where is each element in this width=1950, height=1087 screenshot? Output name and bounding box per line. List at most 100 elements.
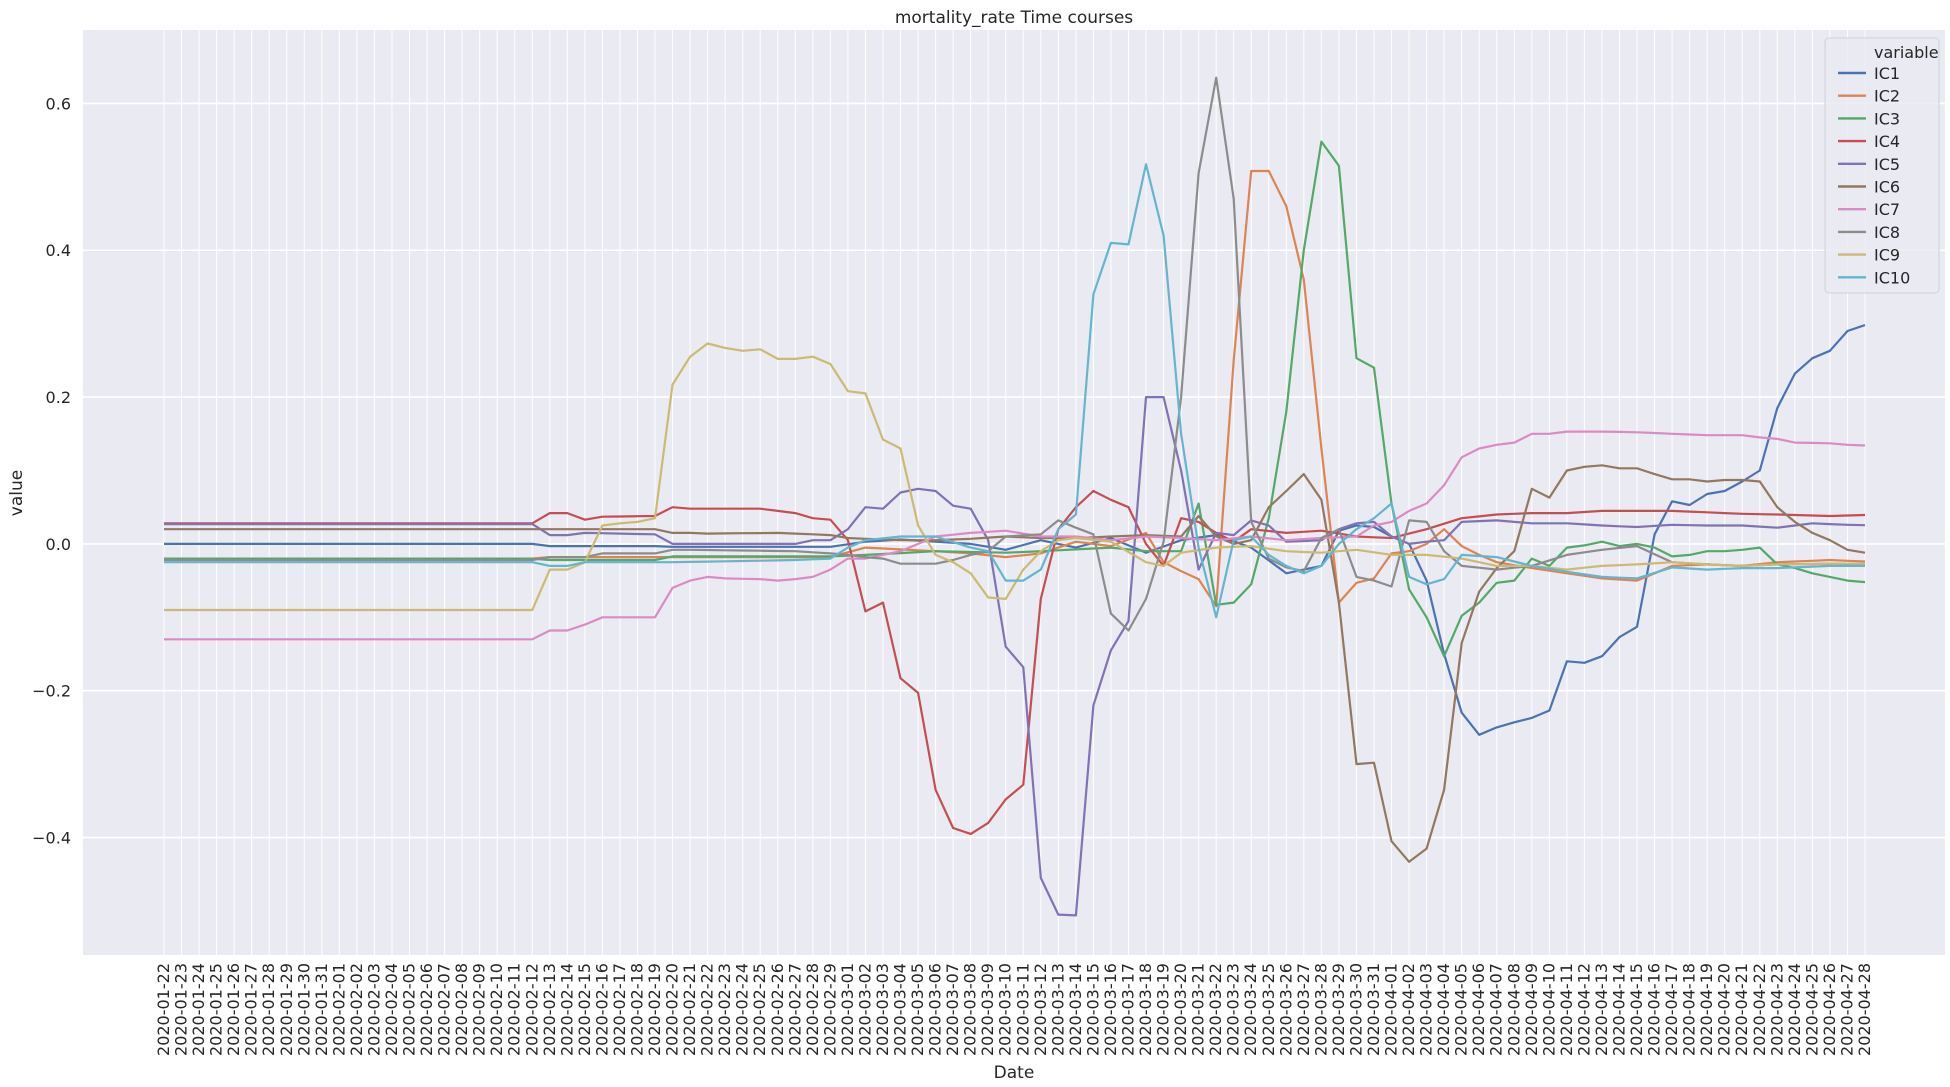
series-line-ic7	[164, 430, 1866, 641]
x-tick-label: 2020-04-09	[1522, 963, 1541, 1056]
x-tick-label: 2020-01-22	[154, 963, 173, 1056]
x-tick-label: 2020-01-29	[277, 963, 296, 1056]
legend-label: IC7	[1874, 200, 1900, 219]
x-tick-label: 2020-04-26	[1820, 963, 1839, 1056]
x-tick-label: 2020-02-25	[750, 963, 769, 1056]
x-tick-label: 2020-02-29	[820, 963, 839, 1056]
x-tick-label: 2020-02-16	[592, 963, 611, 1056]
x-tick-label: 2020-04-27	[1837, 963, 1856, 1056]
x-tick-label: 2020-01-28	[259, 963, 278, 1056]
x-tick-label: 2020-04-17	[1662, 963, 1681, 1056]
x-tick-label: 2020-03-21	[1189, 963, 1208, 1056]
series-line-ic1	[164, 324, 1866, 736]
x-tick-label: 2020-03-07	[943, 963, 962, 1056]
legend-item-ic5: IC5	[1838, 155, 1900, 174]
x-tick-label: 2020-03-27	[1294, 963, 1313, 1056]
y-tick-label: −0.4	[32, 829, 71, 848]
x-tick-label: 2020-04-13	[1592, 963, 1611, 1056]
x-tick-label: 2020-03-16	[1101, 963, 1120, 1056]
x-tick-label: 2020-02-14	[557, 963, 576, 1056]
x-tick-label: 2020-03-14	[1066, 963, 1085, 1056]
legend-label: IC6	[1874, 178, 1900, 197]
legend-label: IC8	[1874, 223, 1900, 242]
x-axis-title: Date	[994, 1063, 1035, 1083]
x-tick-label: 2020-03-08	[961, 963, 980, 1056]
x-tick-label: 2020-03-31	[1364, 963, 1383, 1056]
x-tick-label: 2020-04-23	[1767, 963, 1786, 1056]
legend-item-ic9: IC9	[1838, 246, 1900, 265]
series-line-ic8	[164, 76, 1866, 632]
x-tick-label: 2020-04-14	[1609, 963, 1628, 1056]
y-tick-label: 0.6	[46, 94, 71, 113]
x-tick-label: 2020-03-25	[1259, 963, 1278, 1056]
y-tick-label: 0.2	[46, 388, 71, 407]
legend-item-ic2: IC2	[1838, 87, 1900, 106]
x-tick-label: 2020-04-11	[1557, 963, 1576, 1056]
legend-label: IC1	[1874, 64, 1900, 83]
x-tick-label: 2020-03-05	[908, 963, 927, 1056]
x-tick-label: 2020-02-01	[329, 963, 348, 1056]
x-tick-label: 2020-02-05	[400, 963, 419, 1056]
legend-label: IC5	[1874, 155, 1900, 174]
x-tick-label: 2020-02-23	[715, 963, 734, 1056]
x-tick-label: 2020-02-07	[435, 963, 454, 1056]
series-line-ic10	[164, 163, 1865, 619]
x-tick-label: 2020-04-05	[1452, 963, 1471, 1056]
x-tick-label: 2020-03-17	[1118, 963, 1137, 1056]
x-tick-label: 2020-04-21	[1732, 963, 1751, 1056]
x-tick-label: 2020-01-24	[189, 963, 208, 1056]
series-line-ic3	[164, 140, 1866, 658]
x-tick-label: 2020-04-08	[1504, 963, 1523, 1056]
x-tick-label: 2020-03-12	[1031, 963, 1050, 1056]
x-tick-label: 2020-04-18	[1680, 963, 1699, 1056]
x-tick-label: 2020-03-04	[891, 963, 910, 1056]
x-tick-label: 2020-02-08	[452, 963, 471, 1056]
y-tick-label: 0.0	[46, 535, 71, 554]
x-tick-label: 2020-02-02	[347, 963, 366, 1056]
x-tick-label: 2020-04-01	[1382, 963, 1401, 1056]
y-tick-label: −0.2	[32, 682, 71, 701]
x-tick-label: 2020-01-25	[207, 963, 226, 1056]
x-tick-label: 2020-02-04	[382, 963, 401, 1056]
series-line-ic5	[164, 396, 1866, 917]
x-tick-label: 2020-04-02	[1399, 963, 1418, 1056]
series-lines	[164, 76, 1866, 917]
legend-title: variable	[1874, 43, 1939, 62]
x-tick-label: 2020-02-22	[698, 963, 717, 1056]
legend-label: IC9	[1874, 246, 1900, 265]
x-tick-label: 2020-03-29	[1329, 963, 1348, 1056]
legend-item-ic8: IC8	[1838, 223, 1900, 242]
x-tick-label: 2020-03-19	[1154, 963, 1173, 1056]
x-tick-label: 2020-03-10	[996, 963, 1015, 1056]
x-tick-label: 2020-03-03	[873, 963, 892, 1056]
x-tick-label: 2020-03-13	[1048, 963, 1067, 1056]
x-tick-label: 2020-04-15	[1627, 963, 1646, 1056]
x-tick-label: 2020-03-02	[855, 963, 874, 1056]
x-tick-label: 2020-04-04	[1434, 963, 1453, 1056]
legend-item-ic10: IC10	[1838, 268, 1910, 287]
x-tick-label: 2020-03-20	[1171, 963, 1190, 1056]
x-tick-label: 2020-03-06	[926, 963, 945, 1056]
x-tick-label: 2020-02-24	[733, 963, 752, 1056]
x-tick-label: 2020-04-22	[1750, 963, 1769, 1056]
legend-item-ic3: IC3	[1838, 109, 1900, 128]
x-tick-label: 2020-03-26	[1276, 963, 1295, 1056]
x-tick-label: 2020-03-18	[1136, 963, 1155, 1056]
x-tick-label: 2020-03-22	[1206, 963, 1225, 1056]
x-tick-label: 2020-02-20	[663, 963, 682, 1056]
legend: variable IC1 IC2 IC3 IC4 IC5 IC6 IC7 IC8 IC9 IC10	[1824, 37, 1940, 294]
x-tick-label: 2020-04-12	[1574, 963, 1593, 1056]
x-tick-label: 2020-02-11	[505, 963, 524, 1056]
x-tick-label: 2020-04-24	[1785, 963, 1804, 1056]
x-tick-label: 2020-02-28	[803, 963, 822, 1056]
x-tick-label: 2020-02-15	[575, 963, 594, 1056]
x-tick-label: 2020-03-28	[1311, 963, 1330, 1056]
x-tick-label: 2020-04-06	[1469, 963, 1488, 1056]
x-tick-label: 2020-02-06	[417, 963, 436, 1056]
legend-item-ic4: IC4	[1838, 132, 1900, 151]
series-line-ic9	[164, 342, 1865, 612]
chart-title: mortality_rate Time courses	[895, 8, 1133, 28]
x-tick-label: 2020-02-19	[645, 963, 664, 1056]
x-tick-label: 2020-03-01	[838, 963, 857, 1056]
